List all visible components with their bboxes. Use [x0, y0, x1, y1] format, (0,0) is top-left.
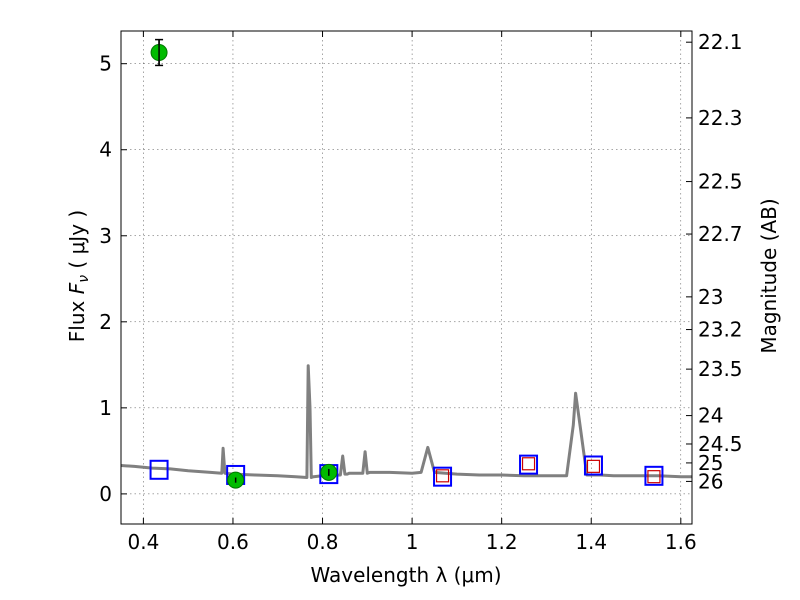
model-photometry-point	[519, 454, 539, 475]
y-tick-label: 0	[99, 482, 112, 506]
y2-tick-label: 23.2	[698, 318, 743, 342]
plot-series	[121, 38, 692, 489]
grid-lines	[121, 31, 692, 524]
model-photometry-point	[433, 466, 453, 487]
y-axis-label: Flux Fν ( μJy )	[65, 210, 92, 342]
y-tick-label: 2	[99, 310, 112, 334]
y-tick-label: 5	[99, 52, 112, 76]
upper-limit-point	[435, 469, 450, 483]
y2-tick-label: 25	[698, 451, 723, 475]
y-tick-label: 3	[99, 224, 112, 248]
x-tick-label: 1	[406, 530, 419, 554]
upper-limit-point	[647, 470, 661, 484]
model-photometry-point	[644, 465, 664, 486]
y2-tick-label: 23.5	[698, 357, 743, 381]
x-tick-label: 1.6	[665, 530, 697, 554]
x-tick-label: 0.6	[217, 530, 249, 554]
plot-frame	[120, 30, 693, 525]
y2-tick-label: 22.3	[698, 106, 743, 130]
y-tick-label: 4	[99, 138, 112, 162]
y2-tick-label: 22.1	[698, 30, 743, 54]
y2-axis-label: Magnitude (AB)	[757, 198, 781, 353]
x-axis-label: Wavelength λ (μm)	[310, 563, 501, 587]
y2-tick-label: 23	[698, 285, 723, 309]
x-tick-label: 0.4	[127, 530, 159, 554]
y2-tick-label: 22.5	[698, 170, 743, 194]
y2-tick-label: 26	[698, 469, 723, 493]
x-tick-label: 1.4	[575, 530, 607, 554]
y2-tick-label: 24.5	[698, 432, 743, 456]
y2-tick-label: 24	[698, 404, 723, 428]
upper-limit-point	[521, 457, 536, 471]
axes: 0.4 0.6 0.8 1 1.2 1.4 1.601234522.122.322.522.…	[99, 30, 742, 554]
x-tick-label: 0.8	[307, 530, 339, 554]
model-spectrum-line	[121, 364, 692, 479]
y-tick-label: 1	[99, 396, 112, 420]
model-photometry-point	[583, 455, 603, 476]
upper-limit-point	[586, 459, 601, 473]
x-tick-label: 1.2	[486, 530, 518, 554]
y2-tick-label: 22.7	[698, 222, 743, 246]
model-photometry-point	[149, 459, 169, 480]
